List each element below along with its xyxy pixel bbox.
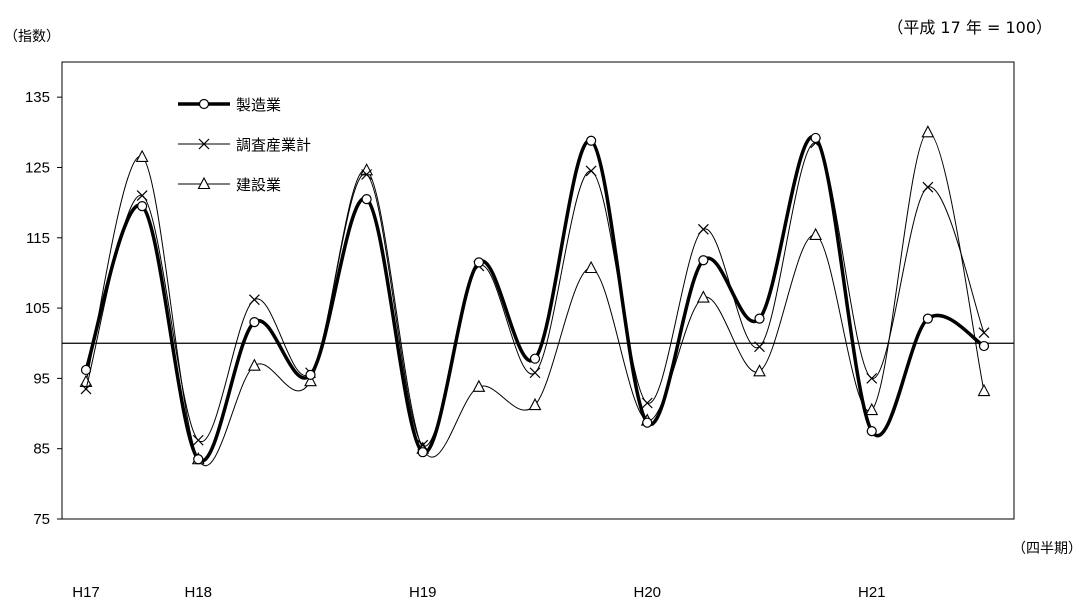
data-point-triangle xyxy=(696,290,710,303)
data-point-circle xyxy=(586,135,597,146)
y-axis: 75 85 95 105 115 125 135 xyxy=(25,89,62,528)
data-point-circle xyxy=(642,417,653,428)
y-tick-label: 75 xyxy=(33,511,50,528)
data-point-circle xyxy=(80,364,92,376)
data-point-triangle xyxy=(528,397,542,411)
data-point-cross xyxy=(641,397,653,409)
x-year-label: H17 xyxy=(72,584,100,601)
legend-marker xyxy=(197,176,211,190)
data-point-cross xyxy=(361,169,373,180)
data-point-triangle xyxy=(79,374,93,387)
legend-marker xyxy=(198,98,210,110)
data-point-cross xyxy=(754,341,765,353)
legend-item: 調査産業計 xyxy=(178,136,311,154)
data-point-cross xyxy=(529,367,541,379)
data-point-triangle xyxy=(865,402,879,416)
y-tick-label: 95 xyxy=(33,370,50,387)
data-point-triangle xyxy=(135,149,149,162)
series-group xyxy=(79,125,991,467)
base-year-note: （平成 17 年 = 100） xyxy=(887,18,1052,37)
legend-marker xyxy=(198,138,210,150)
x-axis: H17 H18 H19 H20 H21 xyxy=(72,584,885,601)
data-point-circle xyxy=(978,340,990,352)
data-point-circle xyxy=(417,447,428,458)
data-point-triangle xyxy=(247,358,261,371)
data-point-triangle xyxy=(584,260,598,274)
legend-label: 調査産業計 xyxy=(236,136,311,154)
data-point-circle xyxy=(698,255,709,266)
legend-item: 製造業 xyxy=(178,96,281,114)
legend-label: 建設業 xyxy=(236,176,281,194)
data-point-circle xyxy=(754,313,765,324)
x-year-label: H21 xyxy=(858,584,886,601)
data-point-triangle xyxy=(977,383,991,397)
data-point-triangle xyxy=(921,125,935,138)
data-point-cross xyxy=(866,372,878,384)
data-point-circle xyxy=(305,369,316,380)
data-point-triangle xyxy=(809,227,823,241)
y-tick-label: 105 xyxy=(25,300,50,317)
data-point-cross xyxy=(697,223,709,235)
x-year-label: H18 xyxy=(184,584,212,601)
data-point-circle xyxy=(866,426,877,437)
data-point-circle xyxy=(810,132,821,144)
x-year-label: H19 xyxy=(409,584,437,601)
data-point-cross xyxy=(585,165,597,177)
data-point-circle xyxy=(529,353,541,364)
data-point-cross xyxy=(978,327,990,339)
y-axis-unit-label: （指数） xyxy=(4,29,60,45)
x-axis-unit-label: （四半期） xyxy=(1012,541,1082,557)
data-point-circle xyxy=(922,313,933,324)
data-point-triangle xyxy=(472,379,486,392)
y-tick-label: 125 xyxy=(25,159,50,176)
data-point-cross xyxy=(80,383,92,395)
data-point-circle xyxy=(193,454,204,465)
data-point-triangle xyxy=(304,374,317,387)
data-point-cross xyxy=(922,181,934,193)
y-tick-label: 135 xyxy=(25,89,50,106)
x-year-label: H20 xyxy=(633,584,661,601)
data-point-cross xyxy=(248,294,260,306)
data-point-triangle xyxy=(753,364,766,377)
series-1 xyxy=(80,132,990,465)
y-tick-label: 115 xyxy=(26,230,50,247)
data-point-cross xyxy=(136,190,148,202)
data-point-circle xyxy=(249,317,260,328)
legend-item: 建設業 xyxy=(178,176,281,194)
data-point-circle xyxy=(361,194,372,205)
data-point-circle xyxy=(137,201,148,212)
legend-label: 製造業 xyxy=(236,96,281,114)
data-point-cross xyxy=(192,434,204,446)
plot-area xyxy=(61,61,1015,520)
y-tick-label: 85 xyxy=(33,441,50,458)
data-point-circle xyxy=(473,257,484,268)
